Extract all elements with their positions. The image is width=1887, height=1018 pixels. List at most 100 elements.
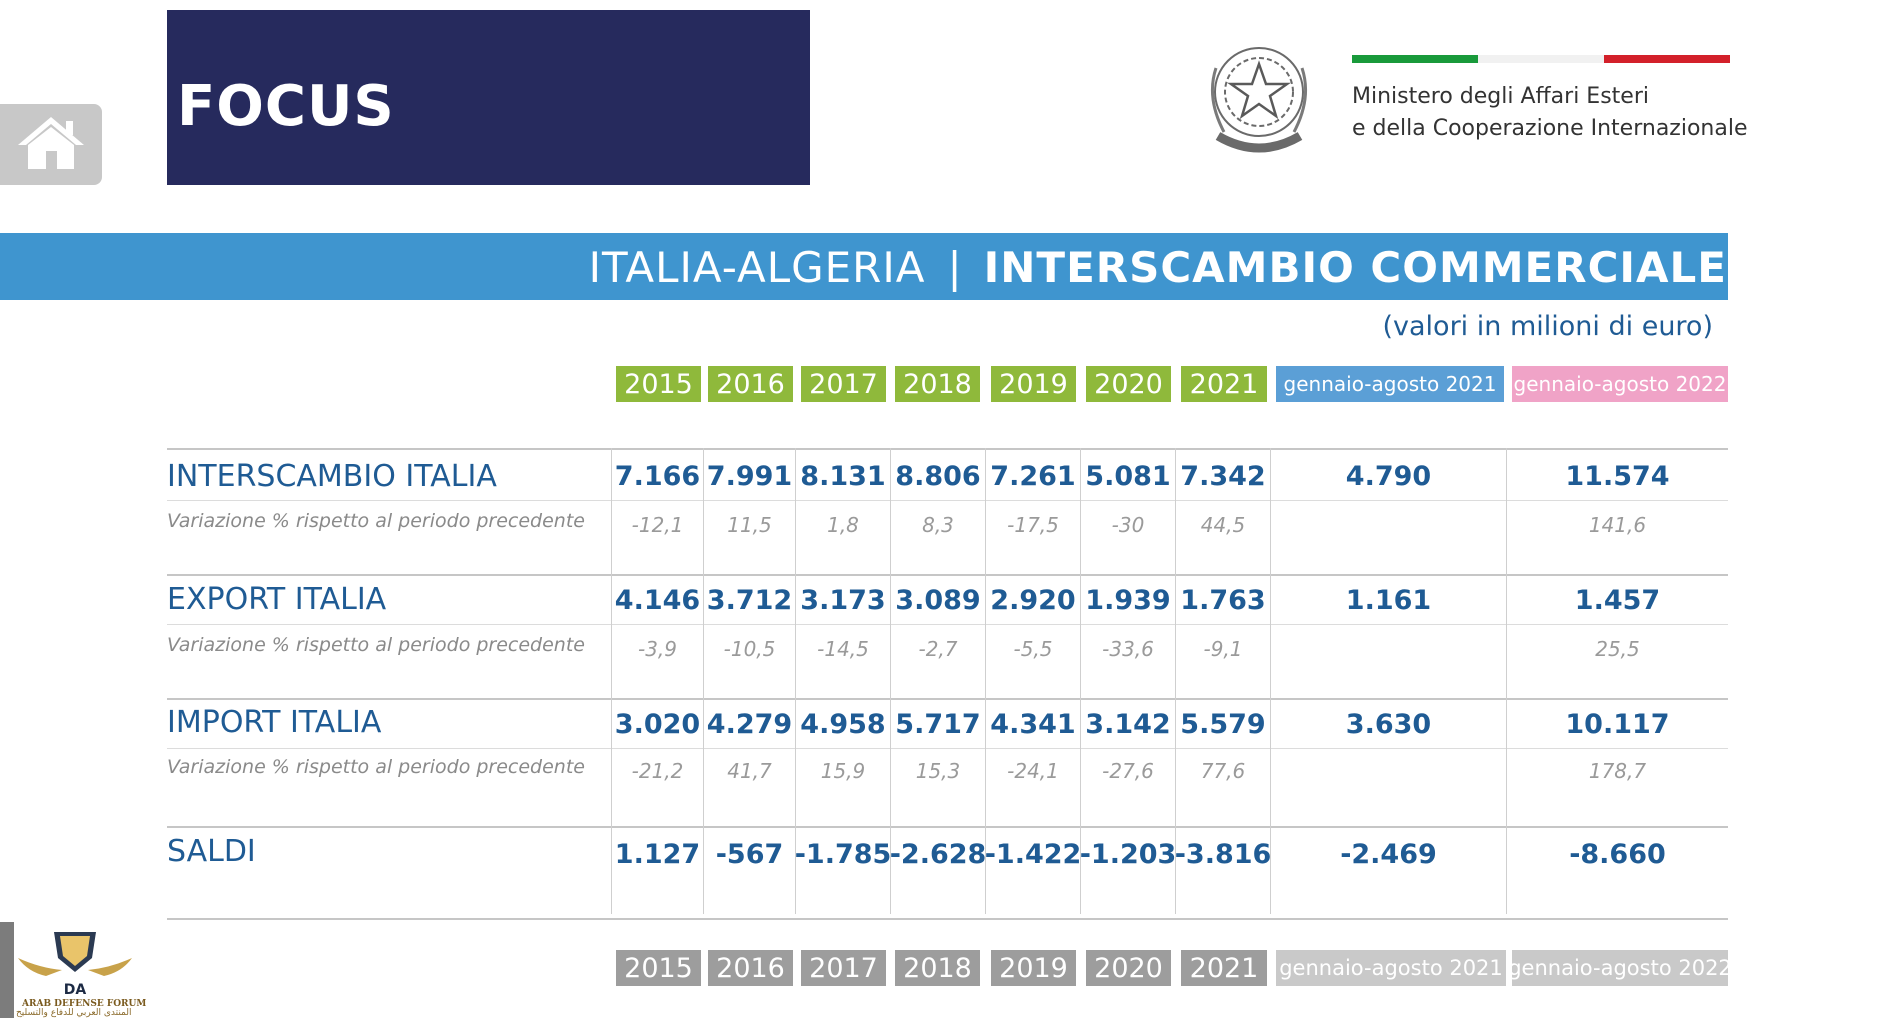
table-cell: 7.991 — [706, 460, 793, 492]
col-footer-2016: 2016 — [708, 950, 793, 986]
flag-white — [1478, 55, 1604, 63]
row-label-interscambio: INTERSCAMBIO ITALIA — [167, 459, 497, 494]
table-cell-variation: 15,3 — [915, 759, 961, 783]
table-cell-variation: -2,7 — [918, 637, 958, 661]
table-rule — [167, 574, 1728, 576]
table-cell: 11.574 — [1565, 460, 1670, 492]
col-footer-2017: 2017 — [801, 950, 886, 986]
row-sublabel-import: Variazione % rispetto al periodo precede… — [167, 756, 585, 778]
table-cell: 1.457 — [1574, 584, 1661, 616]
row-sublabel-export: Variazione % rispetto al periodo precede… — [167, 634, 585, 656]
watermark-text-ar: المنتدى العربي للدفاع والتسليح — [16, 1008, 132, 1018]
table-cell-variation: 178,7 — [1588, 759, 1647, 783]
table-cell: -8.660 — [1569, 838, 1666, 870]
row-label-export: EXPORT ITALIA — [167, 582, 387, 617]
home-icon — [16, 113, 86, 177]
home-button[interactable] — [0, 104, 102, 185]
col-header-2021: 2021 — [1181, 366, 1267, 402]
table-cell: -1.785 — [794, 838, 892, 870]
emblem-icon — [1198, 28, 1320, 166]
column-divider — [795, 448, 796, 914]
table-cell: 3.173 — [800, 584, 886, 616]
table-cell-variation: -33,6 — [1102, 637, 1154, 661]
col-header-2019: 2019 — [991, 366, 1076, 402]
column-divider — [1080, 448, 1081, 914]
table-rule — [167, 448, 1728, 450]
table-cell: -3.816 — [1174, 838, 1272, 870]
row-label-import: IMPORT ITALIA — [167, 705, 382, 740]
column-divider — [611, 448, 612, 914]
table-cell: 5.579 — [1180, 708, 1266, 740]
table-rule — [167, 826, 1728, 828]
table-cell: 4.146 — [614, 584, 701, 616]
table-cell-variation: 41,7 — [727, 759, 772, 783]
col-header-jan-aug-2021: gennaio-agosto 2021 — [1276, 366, 1504, 402]
table-cell-variation: 11,5 — [727, 513, 772, 537]
table-cell-variation: -24,1 — [1007, 759, 1059, 783]
table-cell: -2.469 — [1340, 838, 1437, 870]
table-cell-variation: -3,9 — [637, 637, 678, 661]
table-rule — [167, 918, 1728, 920]
table-cell: 7.166 — [614, 460, 701, 492]
units-note: (valori in milioni di euro) — [1382, 311, 1714, 342]
flag-red — [1604, 55, 1730, 63]
table-cell: 3.020 — [614, 708, 701, 740]
table-cell: 4.341 — [990, 708, 1076, 740]
table-cell-variation: 8,3 — [922, 513, 954, 537]
column-divider — [985, 448, 986, 914]
table-cell-variation: 141,6 — [1588, 513, 1647, 537]
col-header-2017: 2017 — [801, 366, 886, 402]
watermark-strip — [0, 922, 14, 1018]
column-divider — [1270, 448, 1271, 914]
table-cell-variation: 77,6 — [1200, 759, 1246, 783]
table-rule — [167, 698, 1728, 700]
ministry-name-line2: e della Cooperazione Internazionale — [1352, 116, 1748, 141]
col-footer-2018: 2018 — [895, 950, 980, 986]
focus-banner — [167, 10, 810, 185]
table-cell: 8.131 — [800, 460, 886, 492]
table-cell: 5.717 — [895, 708, 981, 740]
row-label-saldi: SALDI — [167, 834, 256, 869]
table-cell: 1.161 — [1345, 584, 1432, 616]
title-country: ITALIA-ALGERIA — [588, 242, 926, 292]
col-header-2020: 2020 — [1086, 366, 1171, 402]
column-divider — [1506, 448, 1507, 914]
table-cell: 4.279 — [706, 708, 793, 740]
table-cell: 3.630 — [1345, 708, 1432, 740]
table-cell-variation: -27,6 — [1102, 759, 1154, 783]
table-rule — [167, 500, 1728, 501]
table-rule — [167, 748, 1728, 749]
table-cell: 3.089 — [895, 584, 981, 616]
col-footer-2021: 2021 — [1181, 950, 1267, 986]
table-rule — [167, 624, 1728, 625]
focus-label: FOCUS — [177, 74, 395, 139]
table-cell: 1.939 — [1085, 584, 1171, 616]
table-cell-variation: -5,5 — [1013, 637, 1053, 661]
column-divider — [890, 448, 891, 914]
watermark-text-en: ARAB DEFENSE FORUM — [22, 999, 147, 1009]
row-sublabel-interscambio: Variazione % rispetto al periodo precede… — [167, 510, 585, 532]
table-cell: 2.920 — [990, 584, 1076, 616]
title-band — [0, 233, 1728, 300]
ministry-name-line1: Ministero degli Affari Esteri — [1352, 84, 1649, 109]
table-cell-variation: 25,5 — [1595, 637, 1640, 661]
col-footer-jan-aug-2021: gennaio-agosto 2021 — [1276, 950, 1506, 986]
watermark-monogram: DA — [64, 982, 87, 998]
table-cell: 8.806 — [895, 460, 981, 492]
table-cell-variation: 1,8 — [827, 513, 859, 537]
table-cell: 10.117 — [1565, 708, 1670, 740]
column-divider — [1175, 448, 1176, 914]
col-header-2016: 2016 — [708, 366, 793, 402]
col-footer-jan-aug-2022: gennaio-agosto 2022 — [1508, 950, 1732, 986]
col-footer-2019: 2019 — [991, 950, 1076, 986]
table-cell-variation: -17,5 — [1007, 513, 1059, 537]
table-cell: 7.261 — [990, 460, 1076, 492]
table-cell: -2.628 — [889, 838, 987, 870]
col-header-2018: 2018 — [895, 366, 980, 402]
table-cell: 7.342 — [1180, 460, 1266, 492]
table-cell-variation: -21,2 — [631, 759, 684, 783]
page-title: ITALIA-ALGERIA | INTERSCAMBIO COMMERCIAL… — [589, 240, 1727, 294]
col-footer-2020: 2020 — [1086, 950, 1171, 986]
table-cell: 3.712 — [706, 584, 793, 616]
table-cell-variation: -30 — [1111, 513, 1145, 537]
